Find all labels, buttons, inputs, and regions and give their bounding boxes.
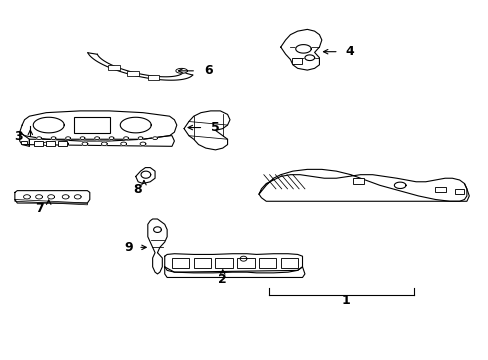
Bar <box>454 189 463 194</box>
Polygon shape <box>259 169 466 201</box>
Polygon shape <box>74 195 81 199</box>
Polygon shape <box>305 55 314 60</box>
Polygon shape <box>101 142 107 145</box>
Polygon shape <box>259 184 468 201</box>
Bar <box>108 65 120 70</box>
Polygon shape <box>141 171 150 178</box>
Bar <box>259 258 276 268</box>
Polygon shape <box>147 219 167 274</box>
Bar <box>21 141 27 144</box>
Bar <box>237 258 254 268</box>
Polygon shape <box>88 53 192 80</box>
Polygon shape <box>164 254 302 273</box>
Polygon shape <box>280 30 321 70</box>
Polygon shape <box>20 132 29 146</box>
Polygon shape <box>33 117 64 133</box>
Bar <box>58 141 67 145</box>
Polygon shape <box>176 68 187 73</box>
Polygon shape <box>48 195 54 199</box>
Bar <box>46 141 55 145</box>
Polygon shape <box>62 142 68 145</box>
Polygon shape <box>23 195 30 199</box>
Bar <box>127 71 139 76</box>
Text: 3: 3 <box>14 130 22 143</box>
Bar <box>280 258 298 268</box>
Polygon shape <box>37 137 41 140</box>
Bar <box>193 258 211 268</box>
Polygon shape <box>153 227 161 233</box>
Polygon shape <box>120 117 151 133</box>
Polygon shape <box>43 142 49 145</box>
Polygon shape <box>121 142 126 145</box>
Polygon shape <box>51 137 56 140</box>
Bar <box>352 178 363 184</box>
Bar <box>34 141 43 145</box>
Polygon shape <box>393 182 405 189</box>
Polygon shape <box>109 137 114 140</box>
Polygon shape <box>136 168 155 184</box>
Polygon shape <box>15 199 87 205</box>
Polygon shape <box>62 195 69 199</box>
Polygon shape <box>164 267 305 278</box>
Polygon shape <box>123 137 128 140</box>
Text: 8: 8 <box>133 183 141 196</box>
Text: 6: 6 <box>203 64 212 77</box>
Text: 9: 9 <box>124 241 133 254</box>
Bar <box>435 187 445 192</box>
Polygon shape <box>140 142 145 145</box>
Polygon shape <box>295 45 310 53</box>
Bar <box>291 58 301 64</box>
Polygon shape <box>20 111 177 141</box>
Polygon shape <box>138 137 142 140</box>
Polygon shape <box>82 142 88 145</box>
Text: 7: 7 <box>35 202 43 215</box>
Polygon shape <box>95 137 99 140</box>
Polygon shape <box>36 195 42 199</box>
Polygon shape <box>240 256 246 261</box>
Text: 2: 2 <box>218 274 226 287</box>
Bar <box>147 75 159 80</box>
Polygon shape <box>152 137 157 140</box>
Bar <box>74 117 110 133</box>
Bar <box>172 258 189 268</box>
Polygon shape <box>80 137 85 140</box>
Polygon shape <box>183 111 229 150</box>
Text: 5: 5 <box>211 121 220 134</box>
Bar <box>215 258 232 268</box>
Polygon shape <box>15 191 90 203</box>
Polygon shape <box>65 137 70 140</box>
Polygon shape <box>22 136 174 146</box>
Text: 4: 4 <box>345 45 353 58</box>
Text: 1: 1 <box>341 294 350 307</box>
